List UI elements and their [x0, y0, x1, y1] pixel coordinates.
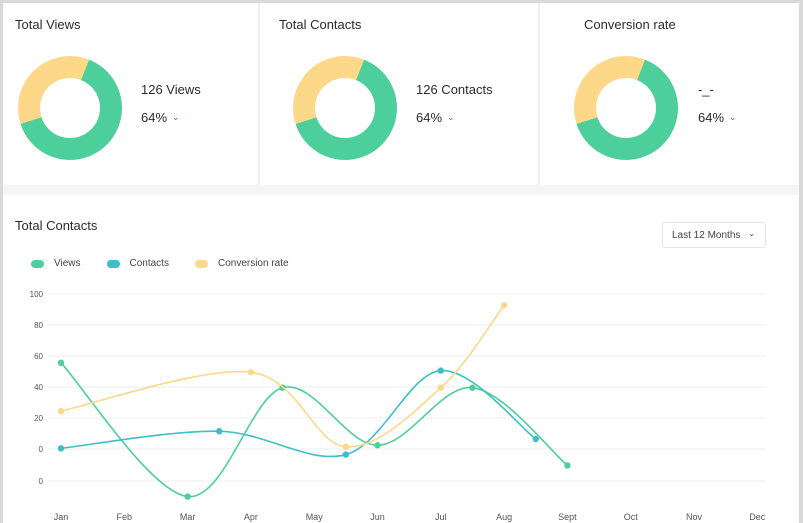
data-point: [57, 359, 65, 367]
x-tick-label: Jun: [370, 512, 385, 522]
x-tick-label: Apr: [244, 512, 258, 522]
y-tick-label: 60: [34, 352, 43, 361]
data-point: [57, 407, 65, 415]
x-tick-label: May: [306, 512, 324, 522]
line-chart: 100 80 60 40 20 0 0 Jan Feb Mar Apr May Jun Jul Aug Sep…: [30, 290, 766, 522]
y-tick-label: 80: [34, 321, 43, 330]
x-tick-label: Jul: [435, 512, 447, 522]
legend-item-conversion[interactable]: Conversion rate: [194, 258, 289, 269]
card-value: -_-: [698, 82, 714, 97]
range-select-value: Last 12 Months: [672, 229, 741, 241]
legend-swatch: [106, 259, 120, 268]
card-total-contacts: Total Contacts 126 Contacts 64% ⌄: [260, 3, 540, 185]
data-point: [57, 445, 65, 452]
chart-legend: Views Contacts Conversion rate: [31, 258, 315, 269]
range-select[interactable]: Last 12 Months ⌄: [662, 222, 766, 248]
chevron-down-icon: ⌄: [172, 112, 180, 122]
data-point: [437, 367, 444, 374]
y-tick-label: 100: [30, 290, 44, 299]
donut-chart: [574, 56, 678, 160]
data-point: [564, 462, 571, 469]
data-point: [184, 493, 191, 500]
chart-panel: Total Contacts Last 12 Months ⌄ Views Co…: [3, 195, 799, 523]
x-tick-label: Jan: [54, 512, 69, 522]
legend-label: Contacts: [129, 258, 169, 269]
card-title: Total Views: [15, 17, 81, 32]
legend-swatch: [31, 259, 44, 268]
legend-label: Conversion rate: [217, 258, 289, 269]
x-tick-label: Feb: [117, 512, 133, 522]
card-percent-text: 64%: [698, 110, 725, 125]
card-title: Total Contacts: [279, 17, 362, 32]
y-tick-label: 40: [34, 383, 43, 392]
x-tick-label: Aug: [496, 512, 512, 522]
series-line: [60, 369, 537, 458]
chart-title: Total Contacts: [15, 218, 98, 233]
card-percent-text: 64%: [416, 110, 443, 125]
legend-item-views[interactable]: Views: [31, 258, 81, 269]
data-point: [532, 435, 539, 443]
card-percent: 64% ⌄: [698, 110, 737, 125]
legend-item-contacts[interactable]: Contacts: [106, 258, 169, 269]
x-tick-label: Oct: [624, 512, 639, 522]
x-tick-label: Mar: [180, 512, 196, 522]
x-tick-label: Nov: [686, 512, 703, 522]
series-line: [60, 304, 505, 448]
donut-chart: [18, 56, 122, 160]
card-percent: 64% ⌄: [416, 110, 455, 125]
chevron-down-icon: ⌄: [748, 229, 755, 238]
series-line: [60, 362, 568, 498]
card-percent-text: 64%: [141, 110, 168, 125]
data-point: [374, 442, 381, 449]
chevron-down-icon: ⌄: [729, 112, 737, 122]
card-percent: 64% ⌄: [141, 110, 180, 125]
dashboard-frame: Total Views 126 Views 64% ⌄ Total Contact…: [3, 3, 799, 523]
legend-label: Views: [54, 258, 81, 269]
data-point: [469, 384, 476, 391]
data-point: [216, 428, 223, 435]
card-value: 126 Contacts: [416, 82, 493, 97]
legend-swatch: [194, 259, 208, 268]
card-title: Conversion rate: [584, 17, 676, 32]
data-point: [247, 368, 255, 376]
y-tick-label: 0: [39, 445, 44, 454]
card-total-views: Total Views 126 Views 64% ⌄: [3, 3, 260, 185]
data-point: [342, 451, 350, 458]
data-point: [500, 302, 508, 309]
y-tick-label: 20: [34, 414, 43, 423]
summary-cards: Total Views 126 Views 64% ⌄ Total Contact…: [3, 3, 799, 185]
y-tick-label: 0: [39, 477, 44, 486]
data-point: [437, 384, 444, 391]
chevron-down-icon: ⌄: [447, 112, 455, 122]
card-conversion-rate: Conversion rate -_- 64% ⌄: [540, 3, 799, 185]
card-value: 126 Views: [141, 82, 201, 97]
x-tick-label: Dec: [749, 512, 766, 522]
data-point: [342, 443, 350, 450]
x-tick-label: Sept: [558, 512, 577, 522]
donut-chart: [293, 56, 397, 160]
